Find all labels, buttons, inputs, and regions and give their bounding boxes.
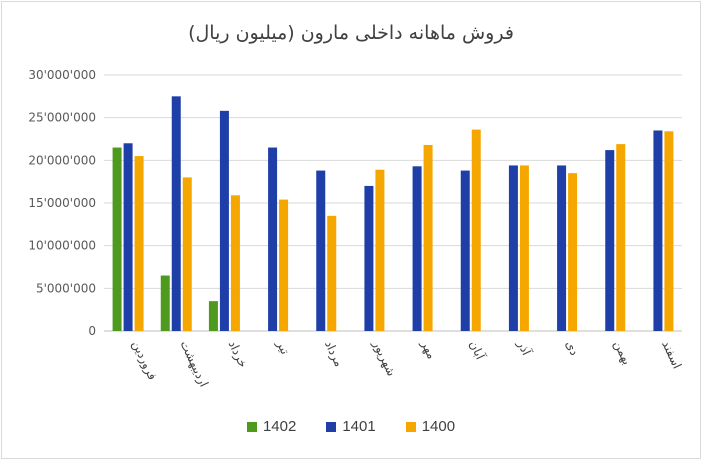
legend-item-1400: 1400 (405, 418, 456, 435)
legend-label-1402: 1402 (262, 418, 297, 435)
chart-title: فروش ماهانه داخلی مارون (میلیون ریال) (188, 22, 514, 44)
bar-1401 (123, 143, 133, 331)
bar-1401 (460, 170, 470, 331)
bar-1401 (316, 170, 326, 331)
x-tick-label: شهریور (369, 337, 399, 378)
bar-1400 (616, 144, 626, 331)
x-tick-label: مهر (417, 337, 439, 361)
bar-1401 (364, 185, 374, 331)
y-tick-label: 5'000'000 (36, 281, 96, 295)
bar-1401 (268, 147, 278, 331)
legend-swatch-1402 (246, 421, 257, 432)
x-tick-label: آذر (513, 337, 534, 358)
x-tick-label: مرداد (321, 338, 346, 369)
x-tick-label: اردیبهشت (177, 338, 211, 389)
bar-1400 (568, 173, 578, 331)
y-tick-label: 0 (88, 324, 96, 338)
bar-1400 (182, 177, 192, 331)
legend: 1402 1401 1400 (0, 418, 702, 435)
legend-label-1400: 1400 (421, 418, 456, 435)
bar-1400 (423, 144, 433, 331)
bar-1402 (208, 301, 218, 331)
y-tick-label: 20'000'000 (28, 153, 96, 167)
bar-1402 (160, 275, 170, 331)
y-tick-label: 25'000'000 (28, 111, 96, 125)
legend-item-1401: 1401 (326, 418, 376, 435)
x-tick-label: آبان (467, 338, 489, 362)
bar-1401 (653, 130, 663, 331)
bar-1400 (327, 215, 337, 331)
y-tick-label: 10'000'000 (28, 239, 96, 253)
bar-1400 (664, 131, 674, 331)
x-tick-label: بهمن (610, 338, 634, 367)
bar-1400 (375, 169, 385, 331)
bar-1401 (219, 110, 229, 331)
legend-item-1402: 1402 (246, 418, 297, 435)
x-tick-label: اسفند (659, 338, 684, 371)
x-tick-label: تیر (273, 337, 293, 357)
bar-1400 (134, 156, 144, 331)
x-tick-label: فروردین (128, 338, 159, 382)
y-tick-label: 30'000'000 (28, 68, 96, 82)
bar-1401 (557, 165, 567, 331)
bar-1400 (279, 199, 289, 331)
bar-1401 (508, 165, 518, 331)
bar-1400 (471, 129, 481, 331)
x-tick-label: دی (563, 338, 582, 357)
bar-1400 (519, 165, 529, 331)
bar-1400 (230, 195, 240, 331)
bar-1402 (112, 147, 122, 331)
y-tick-label: 15'000'000 (28, 196, 96, 210)
bar-1401 (412, 166, 422, 331)
x-tick-label: خرداد (225, 338, 250, 370)
bar-1401 (171, 96, 181, 331)
legend-label-1401: 1401 (342, 418, 376, 435)
legend-swatch-1400 (405, 421, 416, 432)
legend-swatch-1401 (326, 421, 337, 432)
bar-1401 (605, 150, 615, 331)
